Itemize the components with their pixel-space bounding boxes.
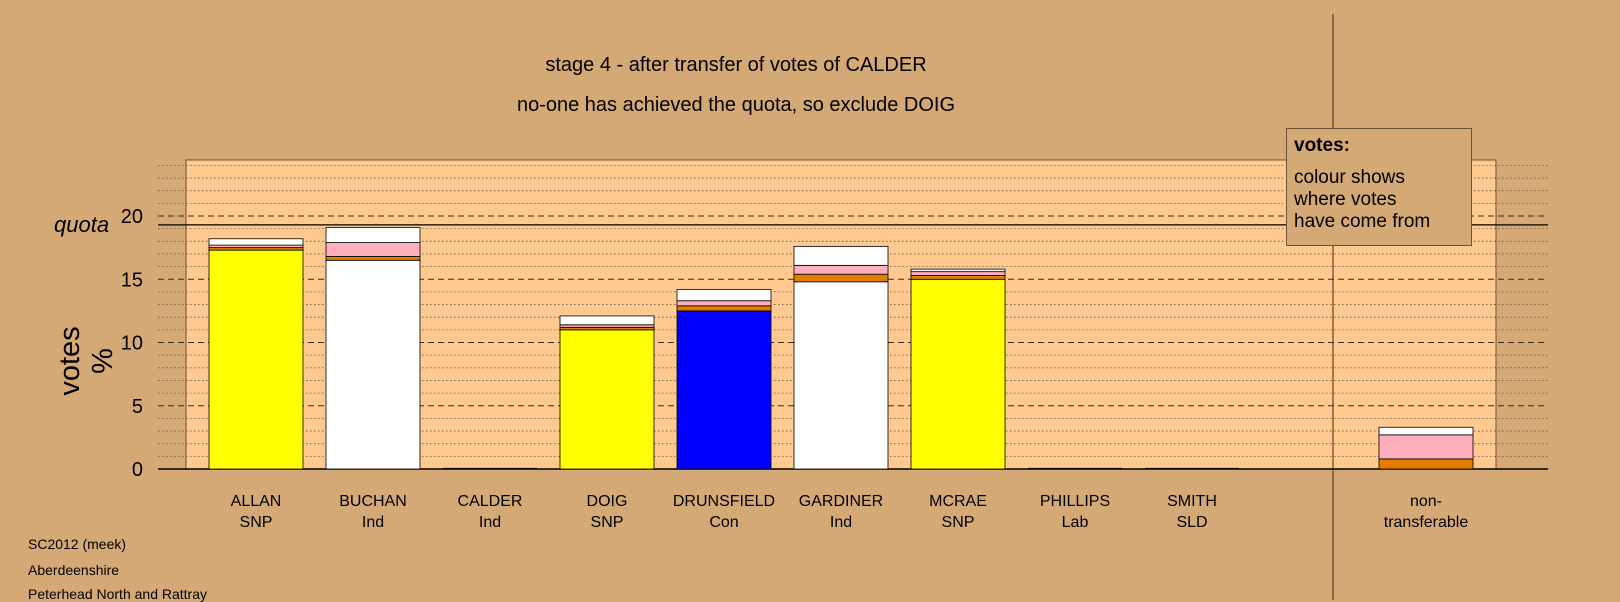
bar-segment-non-2 xyxy=(1378,426,1474,436)
x-tick-label-name: PHILLIPS xyxy=(1040,493,1110,510)
x-tick-label-name: GARDINER xyxy=(799,493,883,510)
x-tick-label-name: ALLAN xyxy=(231,493,282,510)
bar-segment-drunsfield-2 xyxy=(676,300,772,307)
bar-segment-mcrae-1 xyxy=(910,275,1006,280)
x-tick-label-name: MCRAE xyxy=(929,493,987,510)
bar-segment-gardiner-0 xyxy=(793,281,889,470)
bar-segment-mcrae-0 xyxy=(910,278,1006,470)
legend-text: colour shows where votes have come from xyxy=(1294,167,1431,232)
bar-segment-doig-0 xyxy=(559,329,655,470)
x-tick-label-name: DRUNSFIELD xyxy=(673,493,775,510)
x-tick-label-party: Ind xyxy=(830,514,852,531)
y-tick-label: 10 xyxy=(121,333,143,355)
bar-segment-mcrae-2 xyxy=(910,271,1006,276)
bar-segment-doig-3 xyxy=(559,315,655,326)
x-tick-label-party: Con xyxy=(709,514,738,531)
bar-segment-buchan-3 xyxy=(325,226,421,243)
x-tick-label-name: SMITH xyxy=(1167,493,1217,510)
bar-segment-buchan-2 xyxy=(325,242,421,257)
x-tick-label-party: Lab xyxy=(1062,514,1089,531)
bar-segment-gardiner-2 xyxy=(793,264,889,275)
y-tick-label: 20 xyxy=(121,206,143,228)
bar-segment-non-1 xyxy=(1378,434,1474,460)
bar-segment-allan-3 xyxy=(208,238,304,246)
x-tick-label-party: SLD xyxy=(1176,514,1207,531)
footer-ward: Peterhead North and Rattray xyxy=(28,586,207,602)
footer-election: SC2012 (meek) xyxy=(28,536,127,552)
x-tick-label-name: DOIG xyxy=(587,493,628,510)
bar-segment-drunsfield-3 xyxy=(676,288,772,302)
y-tick-label: 0 xyxy=(132,459,143,481)
y-tick-label: 15 xyxy=(121,269,143,291)
x-tick-label-party: SNP xyxy=(591,514,624,531)
bar-segment-drunsfield-1 xyxy=(676,305,772,312)
x-tick-label-party: SNP xyxy=(942,514,975,531)
quota-label: quota xyxy=(54,212,110,237)
legend: votes: colour shows where votes have com… xyxy=(1286,128,1472,246)
x-tick-label-party: SNP xyxy=(240,514,273,531)
y-tick-label: 5 xyxy=(132,396,143,418)
footer-council: Aberdeenshire xyxy=(28,562,120,578)
x-tick-label-party: Ind xyxy=(362,514,384,531)
chart-subtitle: no-one has achieved the quota, so exclud… xyxy=(516,94,956,116)
bar-segment-gardiner-3 xyxy=(793,245,889,266)
x-tick-label-party: transferable xyxy=(1384,514,1469,531)
x-tick-label-name: non- xyxy=(1410,493,1442,510)
x-tick-label-name: CALDER xyxy=(458,493,523,510)
legend-title: votes: xyxy=(1294,135,1350,156)
y-axis-label: votes % xyxy=(54,326,119,396)
bar-segment-gardiner-1 xyxy=(793,273,889,283)
bar-segment-buchan-0 xyxy=(325,259,421,470)
bar-segment-non-0 xyxy=(1378,458,1474,470)
bar-segment-buchan-1 xyxy=(325,256,421,261)
x-tick-label-name: BUCHAN xyxy=(339,493,407,510)
bar-segment-mcrae-3 xyxy=(910,268,1006,273)
bar-segment-drunsfield-0 xyxy=(676,310,772,470)
bar-segment-allan-0 xyxy=(208,249,304,470)
chart-title: stage 4 - after transfer of votes of CAL… xyxy=(545,54,927,76)
x-tick-label-party: Ind xyxy=(479,514,501,531)
